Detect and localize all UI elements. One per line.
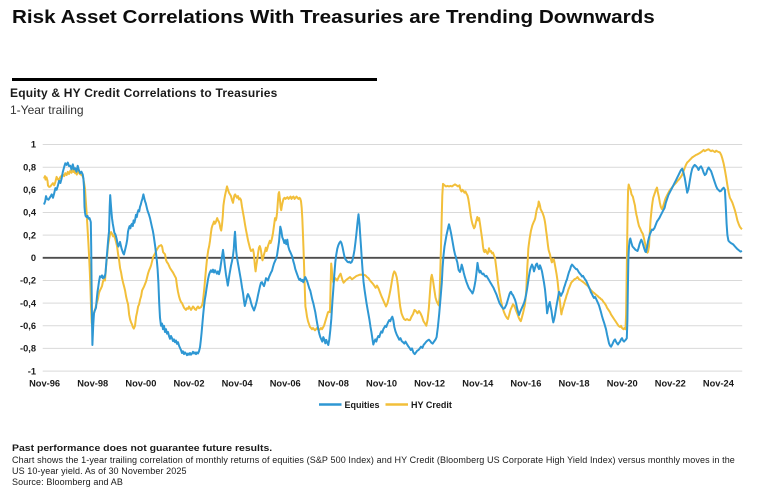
svg-text:Nov-16: Nov-16	[510, 379, 541, 389]
svg-text:Nov-18: Nov-18	[558, 379, 589, 389]
svg-text:-0,4: -0,4	[20, 298, 37, 308]
svg-text:Nov-20: Nov-20	[607, 379, 638, 389]
svg-text:-0,8: -0,8	[20, 344, 36, 354]
svg-text:Nov-98: Nov-98	[77, 379, 108, 389]
svg-text:0,6: 0,6	[23, 185, 36, 195]
svg-text:Nov-02: Nov-02	[173, 379, 204, 389]
svg-text:Nov-22: Nov-22	[655, 379, 686, 389]
svg-text:-1: -1	[28, 366, 36, 376]
svg-text:Nov-96: Nov-96	[29, 379, 60, 389]
svg-text:0,4: 0,4	[23, 208, 37, 218]
svg-text:0,2: 0,2	[23, 230, 36, 240]
svg-text:Nov-24: Nov-24	[703, 379, 735, 389]
svg-text:Nov-12: Nov-12	[414, 379, 445, 389]
svg-text:Nov-06: Nov-06	[270, 379, 301, 389]
svg-text:-0,6: -0,6	[20, 321, 36, 331]
svg-text:HY Credit: HY Credit	[411, 400, 452, 410]
svg-text:Equities: Equities	[345, 400, 380, 410]
svg-text:Nov-10: Nov-10	[366, 379, 397, 389]
svg-text:1: 1	[31, 140, 36, 150]
svg-text:0,8: 0,8	[23, 162, 36, 172]
svg-text:Nov-08: Nov-08	[318, 379, 349, 389]
svg-text:0: 0	[31, 253, 36, 263]
svg-text:Nov-00: Nov-00	[125, 379, 156, 389]
svg-text:-0,2: -0,2	[20, 276, 36, 286]
svg-text:Nov-14: Nov-14	[462, 379, 494, 389]
svg-text:Nov-04: Nov-04	[222, 379, 254, 389]
